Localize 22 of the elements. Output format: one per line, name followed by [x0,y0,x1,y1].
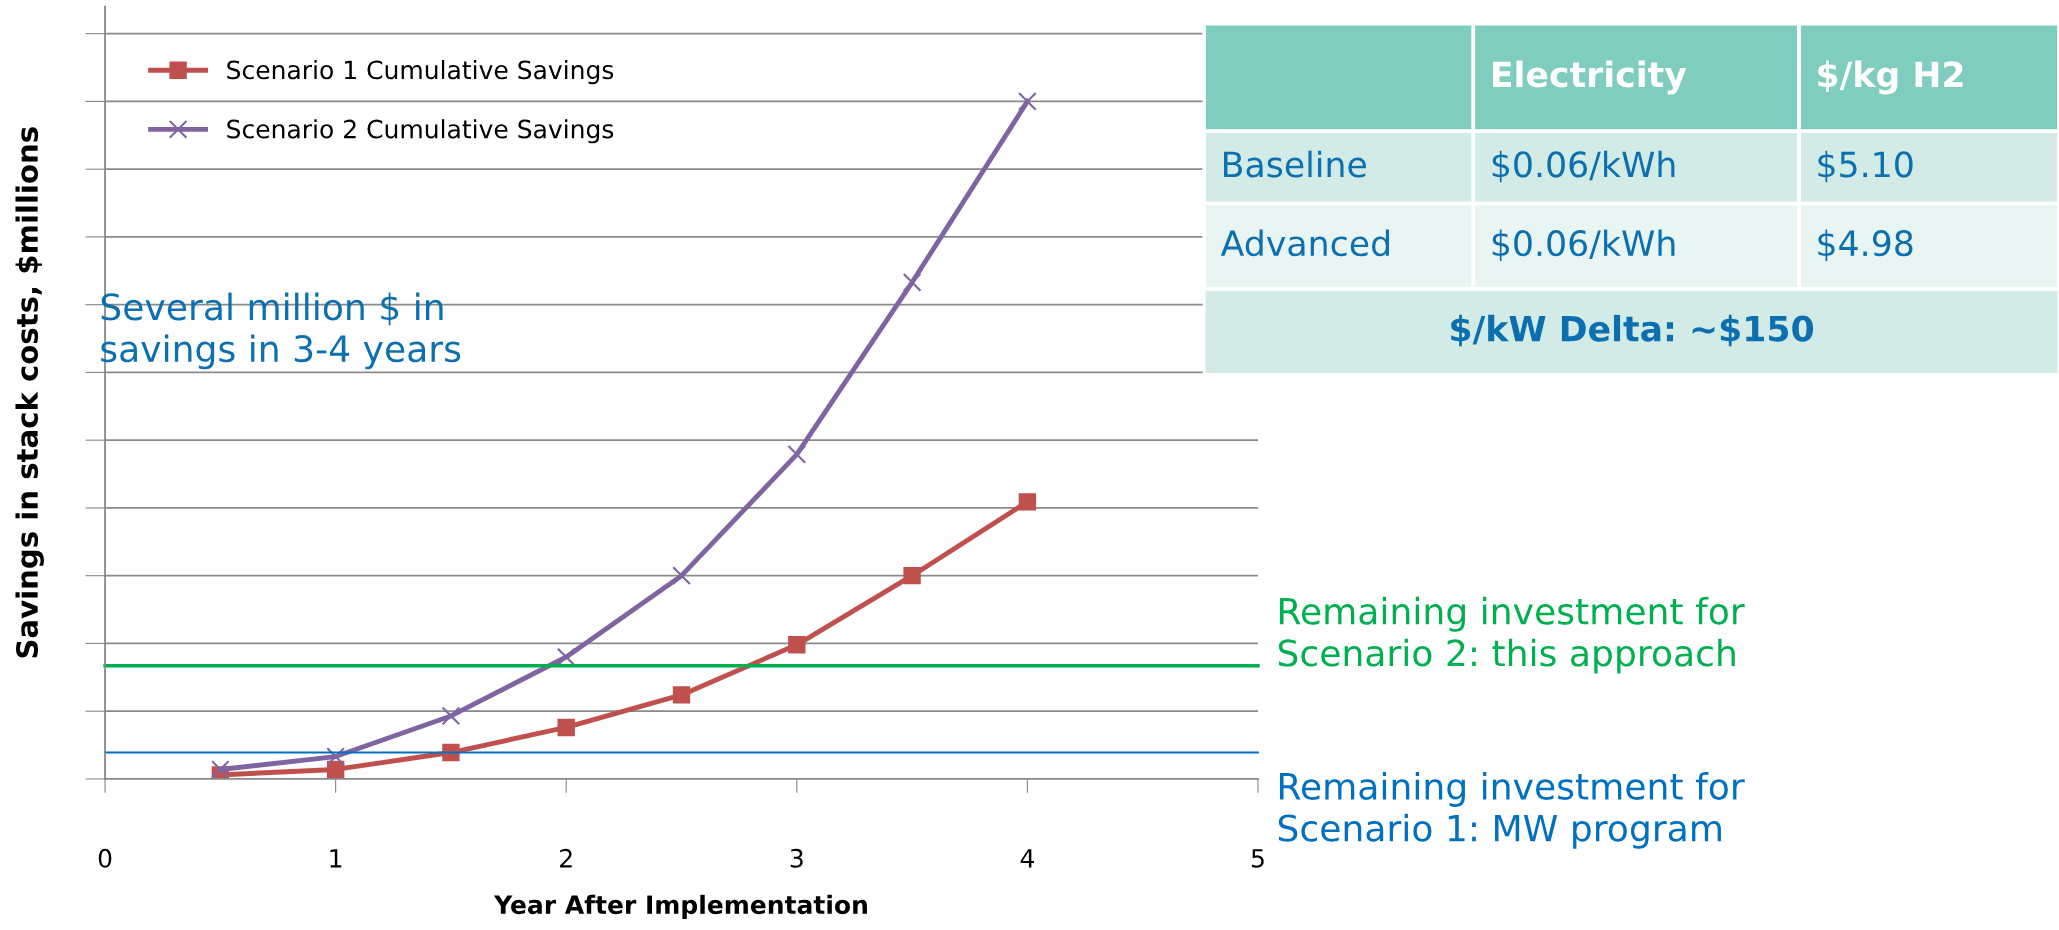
x-tick-label: 2 [560,848,572,868]
text: $/kg H2 [1818,60,1963,95]
ref-line-label: Remaining investment for Scenario 1: MW program [1278,771,1745,849]
text: $0.06/kWh [1492,150,1675,183]
x-tick-label: 5 [1251,849,1264,868]
text: $0.06/kWh [1492,229,1675,261]
x-tick-label: 1 [330,849,342,868]
annotation: Baseline [1224,150,1366,178]
text: $5.10 [1818,150,1913,183]
x-axis-title: Year After Implementation [493,894,867,919]
x-tick-label: 0 [98,848,112,868]
y-axis-title: Savings in stack costs, $millions [15,127,44,658]
x-tick-label: 3 [790,848,803,868]
text: Electricity [1493,60,1687,95]
legend-label: Scenario 1 Cumulative Savings [227,59,614,85]
text: $/kW Delta: ~$150 [1451,314,1814,347]
x-tick-label: 4 [1020,849,1034,868]
legend-label: Scenario 2 Cumulative Savings [227,119,614,144]
text: $4.98 [1818,229,1913,261]
annotation: Advanced [1220,229,1389,257]
ref-line-label: Remaining investment for Scenario 2: this approach [1278,596,1745,674]
annotation: Several million $ in savings in 3-4 years [101,292,461,370]
